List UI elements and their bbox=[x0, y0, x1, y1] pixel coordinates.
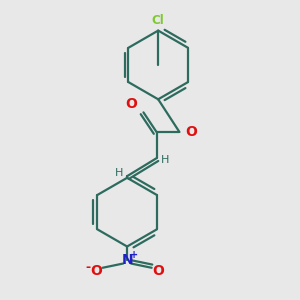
Text: H: H bbox=[160, 155, 169, 165]
Text: O: O bbox=[185, 125, 197, 139]
Text: O: O bbox=[90, 264, 102, 278]
Text: H: H bbox=[115, 168, 123, 178]
Text: -: - bbox=[85, 261, 90, 274]
Text: N: N bbox=[121, 253, 133, 267]
Text: Cl: Cl bbox=[152, 14, 165, 27]
Text: O: O bbox=[126, 97, 138, 111]
Text: O: O bbox=[152, 264, 164, 278]
Text: +: + bbox=[130, 250, 138, 260]
